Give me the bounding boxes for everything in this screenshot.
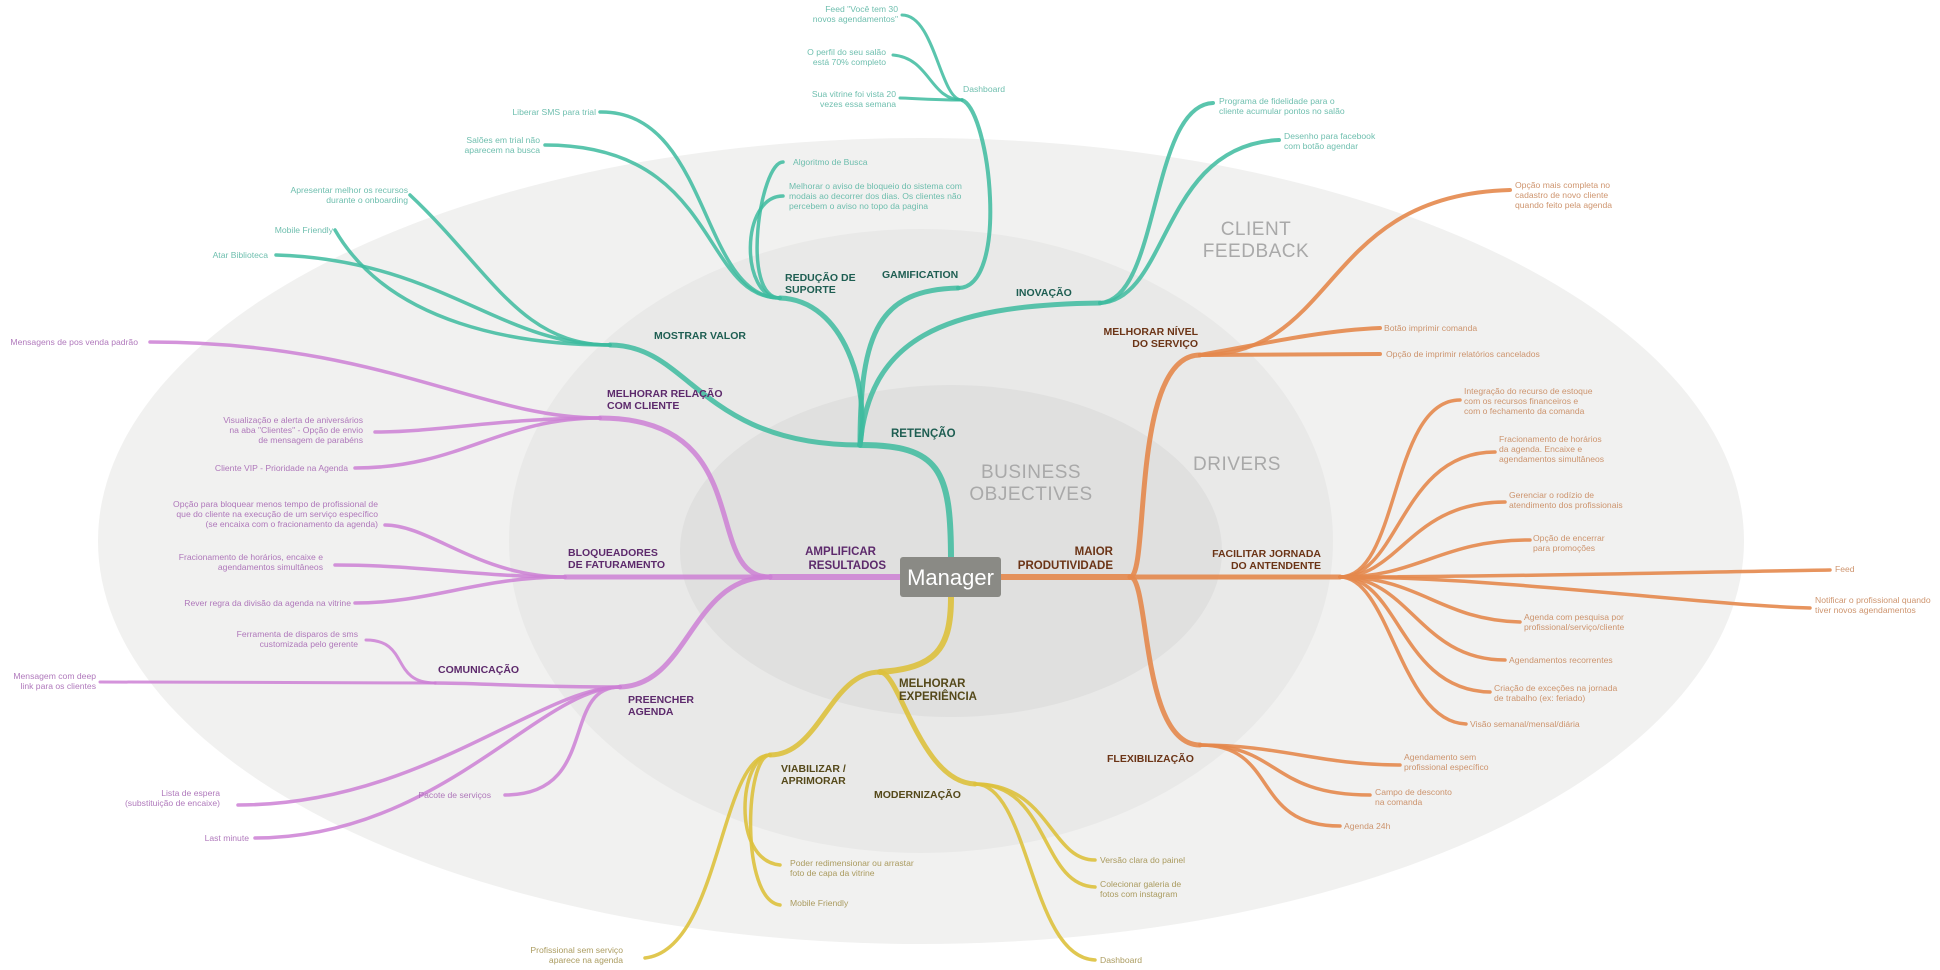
leaf-mensagem-deep-link[interactable]: Mensagem com deep link para os clientes xyxy=(13,671,96,691)
leaf-opcao-imprimir[interactable]: Opção de imprimir relatórios cancelados xyxy=(1386,349,1540,359)
leaf-poder-redimensionar[interactable]: Poder redimensionar ou arrastar foto de c… xyxy=(790,858,914,878)
center-label: Manager xyxy=(907,565,994,590)
leaf-ferramenta-disparos[interactable]: Ferramenta de disparos de sms customizada… xyxy=(237,629,359,649)
branch-viabilizar[interactable]: VIABILIZAR / APRIMORAR xyxy=(781,763,846,787)
leaf-visao-semanal[interactable]: Visão semanal/mensal/diária xyxy=(1470,719,1580,729)
edges-teal xyxy=(274,13,1281,563)
leaf-profissional-sem-servico[interactable]: Profissional sem serviço aparece na agend… xyxy=(530,945,623,965)
branch-preencher-agenda[interactable]: PREENCHER AGENDA xyxy=(628,694,694,718)
ring-label-client-feedback: CLIENT FEEDBACK xyxy=(1203,219,1309,262)
leaf-lista-espera[interactable]: Lista de espera (substituição de encaixe) xyxy=(125,788,220,808)
branch-reducao-suporte[interactable]: REDUÇÃO DE SUPORTE xyxy=(785,271,856,296)
leaf-integracao-estoque[interactable]: Integração do recurso de estoque com os r… xyxy=(1464,386,1593,416)
edges-orange xyxy=(997,188,1832,828)
leaf-agenda-pesquisa[interactable]: Agenda com pesquisa por profissional/serv… xyxy=(1524,612,1625,632)
leaf-opcao-completa[interactable]: Opção mais completa no cadastro de novo c… xyxy=(1515,180,1612,210)
branch-melhorar-experiencia[interactable]: MELHORAR EXPERIÊNCIA xyxy=(899,678,977,703)
leaf-opcao-encerrar[interactable]: Opção de encerrar para promoções xyxy=(1533,533,1605,553)
edges-purple xyxy=(98,340,903,840)
leaf-criacao-excecoes[interactable]: Criação de exceções na jornada de trabalh… xyxy=(1494,683,1617,703)
leaf-last-minute[interactable]: Last minute xyxy=(205,833,250,843)
branch-melhorar-relacao[interactable]: MELHORAR RELAÇÃO COM CLIENTE xyxy=(607,387,723,412)
leaf-cliente-vip[interactable]: Cliente VIP - Prioridade na Agenda xyxy=(215,463,348,473)
branch-melhorar-nivel[interactable]: MELHORAR NÍVEL DO SERVIÇO xyxy=(1104,325,1199,350)
leaf-perfil-salao[interactable]: O perfil do seu salão está 70% completo xyxy=(807,47,886,67)
leaf-mobile-friendly-teal[interactable]: Mobile Friendly xyxy=(275,225,334,235)
leaf-sua-vitrine[interactable]: Sua vitrine foi vista 20 vezes essa seman… xyxy=(812,89,896,109)
leaf-colecionar-galeria[interactable]: Colecionar galeria de fotos com instagram xyxy=(1100,879,1181,899)
branch-amplificar-resultados[interactable]: AMPLIFICAR RESULTADOS xyxy=(805,546,886,572)
branch-retencao[interactable]: RETENÇÃO xyxy=(891,427,956,440)
leaf-feed[interactable]: Feed xyxy=(1835,564,1855,574)
leaf-rever-regra[interactable]: Rever regra da divisão da agenda na vitr… xyxy=(184,598,351,608)
leaf-agendamentos-recorrentes[interactable]: Agendamentos recorrentes xyxy=(1509,655,1613,665)
leaf-mobile-friendly-y[interactable]: Mobile Friendly xyxy=(790,898,849,908)
leaf-feed-voce[interactable]: Feed "Você tem 30 novos agendamentos" xyxy=(813,4,898,24)
branch-inovacao[interactable]: INOVAÇÃO xyxy=(1016,286,1072,299)
leaf-gerenciar-rodizio[interactable]: Gerenciar o rodízio de atendimento dos pr… xyxy=(1509,490,1623,510)
leaf-opcao-bloquear[interactable]: Opção para bloquear menos tempo de profi… xyxy=(173,499,378,529)
branch-modernizacao[interactable]: MODERNIZAÇÃO xyxy=(874,788,961,801)
branch-comunicacao[interactable]: COMUNICAÇÃO xyxy=(438,663,519,676)
leaf-versao-clara[interactable]: Versão clara do painel xyxy=(1100,855,1185,865)
center-node[interactable]: Manager xyxy=(900,557,1001,597)
branch-bloqueadores[interactable]: BLOQUEADORES DE FATURAMENTO xyxy=(568,547,665,571)
center-box[interactable] xyxy=(900,557,1001,597)
leaf-desenho-facebook[interactable]: Desenho para facebook com botão agendar xyxy=(1284,131,1376,151)
leaf-agendamento-sem-prof[interactable]: Agendamento sem profissional específico xyxy=(1404,752,1489,772)
leaf-fracionamento-horarios-p[interactable]: Fracionamento de horários, encaixe e agen… xyxy=(179,552,323,572)
leaf-apresentar-recursos[interactable]: Apresentar melhor os recursos durante o o… xyxy=(291,185,409,205)
branch-maior-produtividade[interactable]: MAIOR PRODUTIVIDADE xyxy=(1018,546,1114,572)
branch-gamification[interactable]: GAMIFICATION xyxy=(882,269,958,281)
leaf-atar-biblioteca[interactable]: Atar Biblioteca xyxy=(213,250,269,260)
edges-yellow xyxy=(643,594,1097,962)
leaf-notificar-profissional[interactable]: Notificar o profissional quando tiver nov… xyxy=(1815,595,1931,615)
leaf-programa-fidelidade[interactable]: Programa de fidelidade para o cliente acu… xyxy=(1219,96,1345,116)
leaf-botao-imprimir[interactable]: Botão imprimir comanda xyxy=(1384,323,1477,333)
leaf-pacote-servicos[interactable]: Pacote de serviços xyxy=(418,790,491,800)
leaf-saloes-trial[interactable]: Salões em trial não aparecem na busca xyxy=(465,135,541,155)
branch-dashboard[interactable]: Dashboard xyxy=(963,84,1005,94)
leaf-liberar-sms[interactable]: Liberar SMS para trial xyxy=(512,107,596,117)
leaf-visualizacao-aniversarios[interactable]: Visualização e alerta de aniversários na … xyxy=(223,415,363,445)
leaf-campo-desconto[interactable]: Campo de desconto na comanda xyxy=(1375,787,1452,807)
leaf-melhorar-aviso[interactable]: Melhorar o aviso de bloqueio do sistema … xyxy=(789,181,962,211)
leaf-fracionamento-horarios-o[interactable]: Fracionamento de horários da agenda. Enca… xyxy=(1499,434,1604,464)
ring-label-business-objectives: BUSINESS OBJECTIVES xyxy=(969,462,1092,505)
branch-mostrar-valor[interactable]: MOSTRAR VALOR xyxy=(654,330,746,342)
leaf-dashboard-y[interactable]: Dashboard xyxy=(1100,955,1142,965)
leaf-algoritmo-busca[interactable]: Algoritmo de Busca xyxy=(793,157,868,167)
leaf-mensagem-pos-venda[interactable]: Mensagens de pos venda padrão xyxy=(10,337,138,347)
leaf-agenda-24h[interactable]: Agenda 24h xyxy=(1344,821,1391,831)
branch-flexibilizacao[interactable]: FLEXIBILIZAÇÃO xyxy=(1107,752,1194,765)
branch-facilitar-jornada[interactable]: FACILITAR JORNADA DO ANTENDENTE xyxy=(1212,548,1321,572)
ring-label-drivers: DRIVERS xyxy=(1193,454,1281,475)
